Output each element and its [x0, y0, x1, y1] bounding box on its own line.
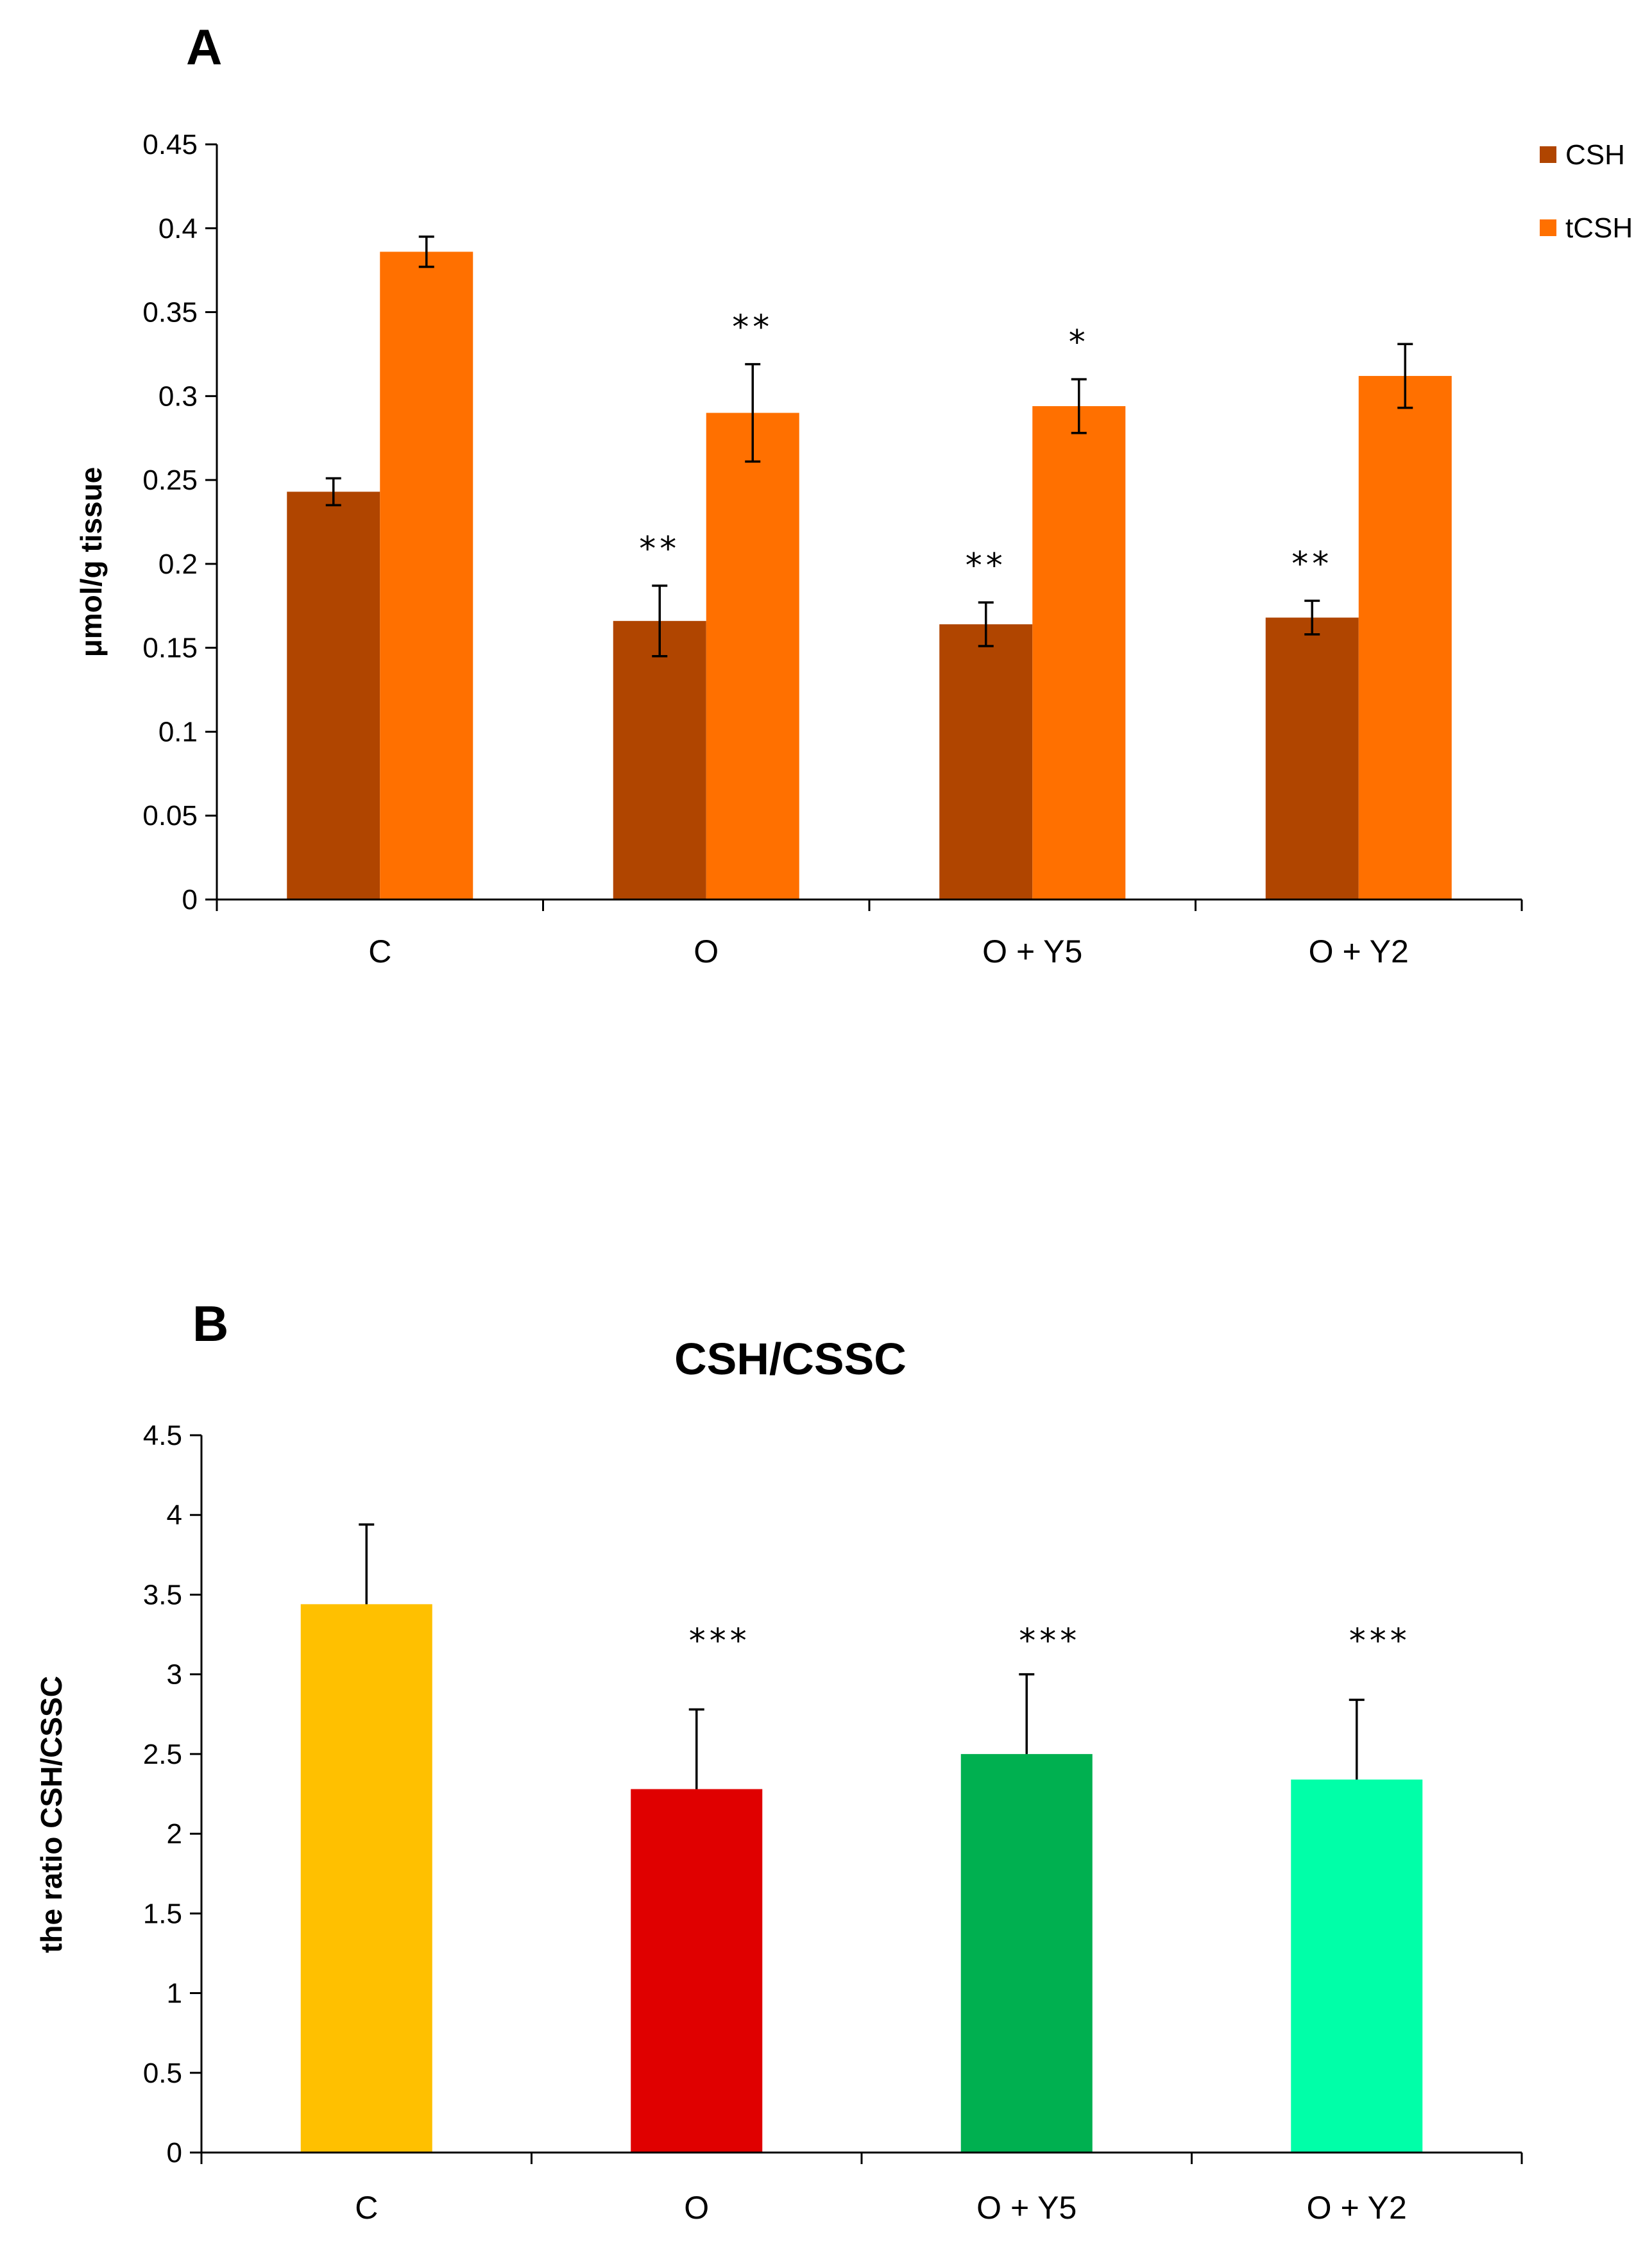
- chart-title-b: CSH/CSSC: [674, 1334, 907, 1384]
- significance-csh-o: **: [639, 530, 680, 568]
- y-axis-ticks-b: 0 0.5 1 1.5 2 2.5 3 3.5 4 4.5: [143, 1420, 203, 2169]
- y-tick-label: 4.5: [143, 1420, 182, 1451]
- bar-o-y2: [1291, 1779, 1423, 2153]
- bar-csh-o-y5: [939, 624, 1033, 900]
- significance-csh-o-y2: **: [1291, 545, 1333, 583]
- legend-a: CSH tCSH: [1540, 139, 1633, 244]
- bar-c: [300, 1604, 432, 2153]
- x-tick-label-o-y2: O + Y2: [1309, 934, 1409, 969]
- significance-markers-a: *********: [639, 309, 1333, 585]
- legend-label-tcsh: tCSH: [1565, 212, 1633, 244]
- y-tick-label: 1: [167, 1978, 182, 2009]
- chart-panel-b: B CSH/CSSC the ratio CSH/CSSC 0 0.5 1 1.5 2 2…: [35, 1295, 1523, 2226]
- bar-o-y5: [960, 1753, 1093, 2153]
- bar-tcsh-o-y5: [1032, 406, 1126, 900]
- y-tick-label: 0.5: [143, 2058, 182, 2089]
- x-tick-label-o: O: [694, 934, 719, 969]
- error-bars-a: [325, 235, 1413, 658]
- bar-csh-c: [287, 491, 380, 900]
- significance-tcsh-o: **: [732, 309, 773, 347]
- x-tick-label-o-y5: O + Y5: [982, 934, 1082, 969]
- y-tick-label: 0.4: [158, 213, 198, 244]
- bar-o: [631, 1789, 763, 2153]
- y-tick-label: 3: [167, 1659, 182, 1691]
- x-tick-label-o-y2: O + Y2: [1307, 2190, 1407, 2226]
- x-tick-label-c: C: [368, 934, 391, 969]
- x-tick-label-c: C: [355, 2190, 378, 2226]
- legend-swatch-csh: [1540, 146, 1556, 163]
- y-axis-ticks-a: 0 0.05 0.1 0.15 0.2 0.25 0.3 0.35 0.4 0.45: [142, 129, 218, 916]
- y-tick-label: 0: [167, 2137, 182, 2169]
- x-tick-label-o-y5: O + Y5: [976, 2190, 1077, 2226]
- error-bars-b: [359, 1523, 1365, 1789]
- bar-tcsh-c: [380, 252, 473, 900]
- x-axis-a: C O O + Y5 O + Y2: [216, 898, 1523, 969]
- y-tick-label: 2.5: [143, 1739, 182, 1770]
- y-tick-label: 0.2: [158, 549, 198, 580]
- bars-b: [300, 1604, 1423, 2153]
- panel-label-a: A: [186, 19, 222, 75]
- chart-panel-a: A μmol/g tissue 0 0.05 0.1 0.15 0.2 0.25 0.3 0.…: [74, 19, 1633, 969]
- x-tick-label-o: O: [684, 2190, 709, 2226]
- y-axis-label-b: the ratio CSH/CSSC: [35, 1676, 68, 1953]
- significance-o-y2: ***: [1349, 1622, 1411, 1660]
- y-tick-label: 2: [167, 1818, 182, 1850]
- x-axis-b: C O O + Y5 O + Y2: [200, 2151, 1523, 2226]
- bar-csh-o: [613, 620, 706, 900]
- y-tick-label: 1.5: [143, 1898, 182, 1929]
- y-tick-label: 0.35: [142, 297, 198, 328]
- y-tick-label: 0.45: [142, 129, 198, 160]
- legend-label-csh: CSH: [1565, 139, 1625, 171]
- significance-csh-o-y5: **: [966, 547, 1007, 585]
- significance-tcsh-o-y5: *: [1069, 323, 1089, 362]
- bar-tcsh-o: [706, 413, 799, 900]
- significance-o-y5: ***: [1019, 1622, 1080, 1660]
- y-tick-label: 0.1: [158, 716, 198, 747]
- y-tick-label: 3.5: [143, 1579, 182, 1610]
- legend-swatch-tcsh: [1540, 219, 1556, 236]
- y-axis-label-a: μmol/g tissue: [74, 467, 108, 658]
- y-tick-label: 0.05: [142, 800, 198, 832]
- significance-o: ***: [689, 1622, 751, 1660]
- panel-label-b: B: [192, 1295, 228, 1352]
- significance-markers-b: *** *** ***: [689, 1622, 1411, 1660]
- y-tick-label: 0.25: [142, 465, 198, 496]
- bar-csh-o-y2: [1265, 617, 1359, 900]
- bar-tcsh-o-y2: [1358, 375, 1452, 900]
- y-tick-label: 0.3: [158, 380, 198, 412]
- y-tick-label: 4: [167, 1499, 182, 1531]
- y-tick-label: 0: [182, 884, 198, 916]
- y-tick-label: 0.15: [142, 633, 198, 664]
- bars-a: [287, 252, 1452, 900]
